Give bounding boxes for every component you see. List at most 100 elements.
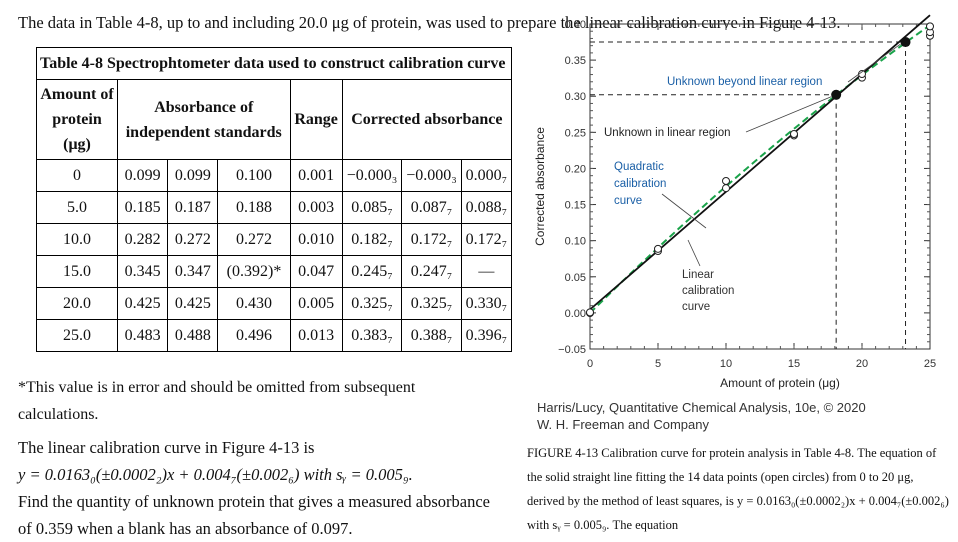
table-cell: 0.272 — [217, 223, 291, 256]
header-absorbance: Absorbance of independent standards — [117, 79, 291, 160]
x-tick-label: 15 — [788, 358, 800, 370]
figure-caption: FIGURE 4-13 Calibration curve for protei… — [527, 446, 949, 532]
data-point — [790, 129, 798, 138]
table-cell: 0.330₇ — [460, 287, 513, 320]
table-cell: 0.085₇ — [341, 191, 403, 224]
table-cell: 0.187 — [167, 191, 219, 224]
x-tick-label: 25 — [924, 358, 936, 370]
header-range: Range — [289, 79, 343, 160]
data-point — [654, 244, 662, 253]
table-cell: 0.087₇ — [401, 191, 462, 224]
intro-text: The data in Table 4-8, up to and includi… — [18, 13, 841, 32]
table-cell: 0.003 — [289, 191, 343, 224]
annotation-leader — [661, 193, 707, 229]
table-row: 15.0 0.345 0.347 (0.392)* 0.047 0.245₇ 0.247₇ — — [36, 255, 513, 288]
table-cell: 15.0 — [36, 255, 118, 288]
table-cell: 5.0 — [36, 191, 118, 224]
annotation-linear: calibration — [682, 285, 734, 297]
credit-line1: Harris/Lucy, Quantitative Chemical Analy… — [537, 400, 866, 415]
annotation-quadratic: Quadratic — [614, 161, 664, 173]
table-cell: 0.383₇ — [341, 319, 403, 352]
table-cell: 0.247₇ — [401, 255, 462, 288]
unknown-point — [831, 89, 842, 100]
table-cell: 0.488 — [167, 319, 219, 352]
table-cell: 25.0 — [36, 319, 118, 352]
annotation-linear: Linear — [682, 269, 714, 281]
problem-text: The linear calibration curve in Figure 4… — [18, 434, 498, 542]
x-tick-label: 10 — [720, 358, 732, 370]
table-cell: (0.392)* — [217, 255, 291, 288]
footnote: *This value is in error and should be om… — [18, 379, 416, 423]
header-amount: Amount of protein (μg) — [36, 79, 118, 160]
chart-axes: 0.40 0.35 0.30 0.25 0.20 0.15 0.10 0.05 0.00 −0.0… — [533, 19, 936, 390]
table-cell: 0 — [36, 159, 118, 192]
table-cell: 0.325₇ — [401, 287, 462, 320]
y-tick-label: 0.20 — [565, 163, 586, 175]
table-cell: 0.013 — [289, 319, 343, 352]
plot-frame — [589, 23, 931, 350]
table-cell: 0.347 — [167, 255, 219, 288]
chart-curves — [589, 14, 931, 349]
table-cell: 0.483 — [116, 319, 169, 352]
table-row: 5.0 0.185 0.187 0.188 0.003 0.085₇ 0.087₇ 0.088… — [36, 191, 513, 224]
annotation-leader — [687, 239, 701, 267]
x-tick-label: 20 — [856, 358, 868, 370]
table-cell: 0.425 — [167, 287, 219, 320]
table-cell: −0.000₃ — [401, 159, 462, 192]
table-cell: 0.188 — [217, 191, 291, 224]
table-cell: 0.430 — [217, 287, 291, 320]
unknown-point — [900, 37, 911, 48]
y-tick-label: 0.10 — [565, 236, 586, 248]
y-tick-label: 0.15 — [565, 200, 586, 212]
table-cell: — — [460, 255, 513, 288]
table-cell: 0.425 — [116, 287, 169, 320]
annotation-quadratic: calibration — [614, 178, 666, 190]
chart-annotations: Unknown beyond linear region Unknown in l… — [604, 43, 901, 313]
table-cell: −0.000₃ — [341, 159, 403, 192]
data-table: Table 4-8 Spectrophtometer data used to … — [36, 47, 513, 352]
annotation-quadratic: curve — [614, 195, 642, 207]
table-cell: 10.0 — [36, 223, 118, 256]
y-tick-label: 0.00 — [565, 308, 586, 320]
table-cell: 0.010 — [289, 223, 343, 256]
y-tick-label: 0.05 — [565, 272, 586, 284]
y-tick-label: 0.30 — [565, 91, 586, 103]
table-cell: 0.182₇ — [341, 223, 403, 256]
table-cell: 0.099 — [116, 159, 169, 192]
y-tick-label: −0.05 — [558, 344, 586, 356]
problem-line1: The linear calibration curve in Figure 4… — [18, 438, 315, 457]
y-tick-label: 0.35 — [565, 55, 586, 67]
quadratic-curve — [589, 24, 931, 314]
data-point — [722, 176, 730, 185]
table-cell: 0.000₇ — [460, 159, 513, 192]
table-cell: 0.172₇ — [460, 223, 513, 256]
table-cell: 0.282 — [116, 223, 169, 256]
table-cell: 0.185 — [116, 191, 169, 224]
y-tick-label: 0.40 — [565, 19, 586, 31]
table-body: 0 0.099 0.099 0.100 0.001 −0.000₃ −0.000₃ 0.000… — [36, 159, 513, 352]
calibration-chart: 0.40 0.35 0.30 0.25 0.20 0.15 0.10 0.05 0.00 −0.0… — [533, 14, 936, 390]
data-point — [586, 308, 594, 317]
problem-question: Find the quantity of unknown protein tha… — [18, 492, 490, 538]
x-axis-label: Amount of protein (μg) — [720, 376, 840, 390]
data-point — [722, 184, 730, 193]
chart-points — [586, 22, 934, 318]
table-cell: 0.345 — [116, 255, 169, 288]
table-row: 0 0.099 0.099 0.100 0.001 −0.000₃ −0.000₃ 0.000… — [36, 159, 513, 192]
y-axis-label: Corrected absorbance — [533, 127, 547, 246]
header-corrected: Corrected absorbance — [341, 79, 513, 160]
table-cell: 0.396₇ — [460, 319, 513, 352]
annotation-unknown-beyond: Unknown beyond linear region — [667, 76, 822, 88]
table-cell: 0.088₇ — [460, 191, 513, 224]
data-point — [926, 22, 934, 31]
table-cell: 0.001 — [289, 159, 343, 192]
table-cell: 0.325₇ — [341, 287, 403, 320]
y-tick-label: 0.25 — [565, 127, 586, 139]
table-caption: Table 4-8 Spectrophtometer data used to … — [36, 47, 512, 80]
annotation-linear: curve — [682, 301, 710, 313]
linear-curve — [589, 14, 931, 311]
table-cell: 0.099 — [167, 159, 219, 192]
table-cell: 20.0 — [36, 287, 118, 320]
table-row: 25.0 0.483 0.488 0.496 0.013 0.383₇ 0.388₇ 0.39… — [36, 319, 513, 352]
table-cell: 0.005 — [289, 287, 343, 320]
